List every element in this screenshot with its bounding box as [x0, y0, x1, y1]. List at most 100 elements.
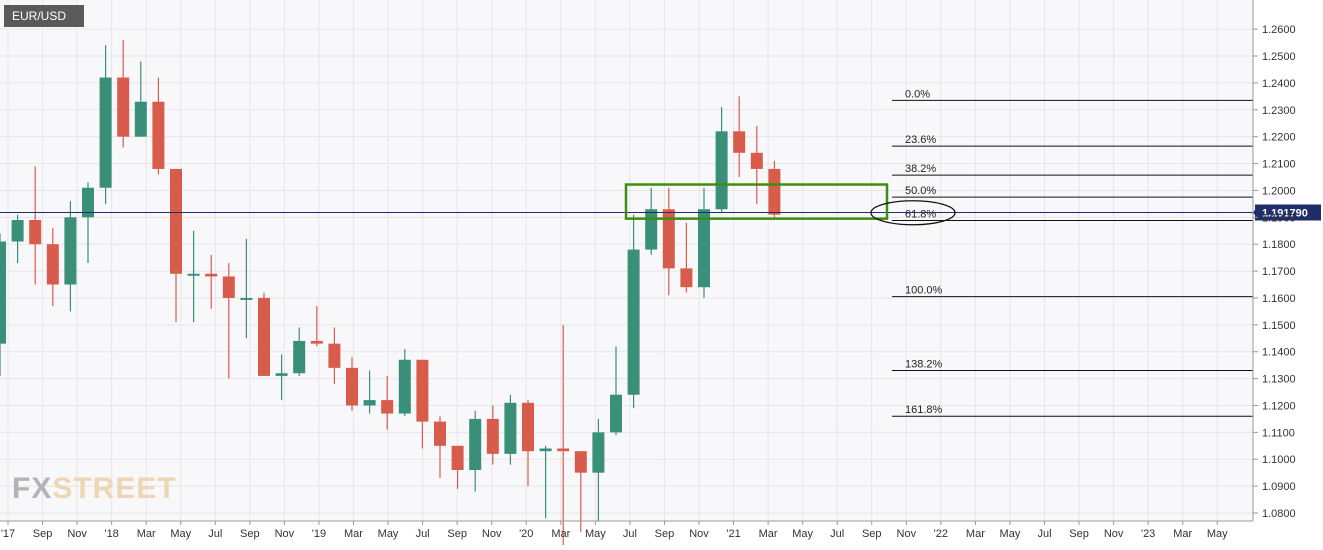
x-tick-label: Mar — [1173, 528, 1192, 540]
x-tick-label: Nov — [1104, 528, 1124, 540]
x-tick-label: May — [585, 528, 606, 540]
candle-down — [205, 273, 218, 277]
x-tick-label: '20 — [519, 528, 533, 540]
y-tick-label: 1.1000 — [1262, 454, 1296, 466]
x-tick-label: Nov — [689, 528, 709, 540]
x-tick-label: Jul — [1037, 528, 1051, 540]
candle-up — [698, 209, 710, 288]
y-tick-label: 1.2600 — [1262, 24, 1296, 36]
x-tick-label: Sep — [1069, 528, 1089, 540]
candle-down — [750, 152, 763, 169]
candle-down — [557, 448, 570, 452]
candle-down — [170, 168, 182, 274]
y-tick-label: 1.1900 — [1262, 212, 1296, 224]
y-tick-label: 1.1600 — [1262, 293, 1296, 305]
x-tick-label: Mar — [344, 528, 363, 540]
x-tick-label: May — [1207, 528, 1228, 540]
candle-down — [486, 418, 499, 454]
candle-down — [258, 297, 270, 376]
x-tick-label: Sep — [862, 528, 882, 540]
candle-down — [152, 101, 165, 169]
fib-level-label: 23.6% — [905, 134, 936, 146]
candle-down — [451, 445, 464, 470]
candle-up — [398, 359, 411, 414]
x-tick-label: May — [378, 528, 399, 540]
candle-up — [187, 273, 200, 276]
y-tick-label: 1.0800 — [1262, 508, 1296, 520]
fib-61-8-highlight-ellipse — [870, 200, 956, 226]
candle-down — [733, 131, 746, 153]
candle-up — [0, 241, 6, 344]
y-tick-label: 1.2100 — [1262, 159, 1296, 171]
x-tick-label: Sep — [655, 528, 675, 540]
candle-up — [539, 448, 552, 452]
plot-background — [0, 0, 1253, 521]
y-tick-label: 1.1100 — [1262, 427, 1295, 439]
x-tick-label: Nov — [897, 528, 917, 540]
x-tick-label: Mar — [551, 528, 570, 540]
x-tick-label: '18 — [104, 528, 118, 540]
candle-up — [293, 340, 306, 374]
y-tick-label: 1.2300 — [1262, 105, 1296, 117]
y-tick-label: 1.2500 — [1262, 51, 1296, 63]
candle-up — [592, 432, 605, 473]
x-tick-label: Sep — [240, 528, 260, 540]
candle-down — [46, 244, 59, 285]
x-tick-label: Nov — [275, 528, 295, 540]
candle-up — [363, 400, 376, 406]
candle-up — [99, 77, 112, 188]
x-tick-label: Mar — [759, 528, 778, 540]
candle-down — [574, 451, 587, 473]
x-tick-label: '19 — [312, 528, 326, 540]
candle-down — [522, 402, 534, 452]
candle-down — [29, 220, 42, 245]
fib-level-label: 38.2% — [905, 163, 936, 175]
fxstreet-watermark: FXSTREET — [12, 472, 177, 505]
support-zone-box — [624, 183, 889, 220]
x-tick-label: May — [792, 528, 813, 540]
candle-up — [11, 220, 24, 242]
candle-down — [434, 421, 446, 446]
y-tick-label: 1.2400 — [1262, 78, 1296, 90]
symbol-badge[interactable]: EUR/USD — [4, 5, 84, 27]
candle-down — [117, 77, 130, 137]
y-tick-label: 1.1500 — [1262, 320, 1296, 332]
x-tick-label: Jul — [623, 528, 637, 540]
x-tick-label: Jul — [830, 528, 844, 540]
candle-down — [222, 276, 235, 298]
x-tick-label: May — [1000, 528, 1021, 540]
candle-up — [64, 217, 77, 285]
candle-up — [134, 101, 147, 137]
price-tag-pointer — [1253, 204, 1259, 221]
x-tick-label: Nov — [482, 528, 502, 540]
candle-down — [416, 359, 429, 422]
candle-up — [469, 418, 482, 470]
x-tick-label: Sep — [33, 528, 53, 540]
y-tick-label: 1.1200 — [1262, 400, 1296, 412]
y-tick-label: 1.2000 — [1262, 185, 1296, 197]
candle-down — [680, 268, 693, 288]
x-tick-label: Jul — [416, 528, 430, 540]
fib-level-label: 50.0% — [905, 185, 936, 197]
current-price-value: 1.191790 — [1262, 208, 1308, 220]
x-tick-label: Sep — [447, 528, 467, 540]
x-tick-label: '17 — [1, 528, 15, 540]
x-tick-label: '22 — [934, 528, 948, 540]
x-tick-label: May — [170, 528, 191, 540]
y-tick-label: 1.1400 — [1262, 347, 1296, 359]
x-tick-label: Nov — [67, 528, 87, 540]
candle-up — [610, 394, 622, 433]
candle-up — [627, 249, 640, 395]
fib-level-label: 61.8% — [905, 209, 936, 221]
candle-down — [662, 209, 675, 269]
candle-down — [381, 400, 394, 414]
candle-up — [645, 209, 658, 250]
fib-level-label: 100.0% — [905, 285, 943, 297]
y-tick-label: 1.1300 — [1262, 374, 1296, 386]
fib-level-label: 0.0% — [905, 88, 930, 100]
x-tick-label: Mar — [966, 528, 985, 540]
candle-up — [240, 297, 253, 300]
y-tick-label: 1.2200 — [1262, 132, 1296, 144]
x-tick-label: '23 — [1141, 528, 1155, 540]
